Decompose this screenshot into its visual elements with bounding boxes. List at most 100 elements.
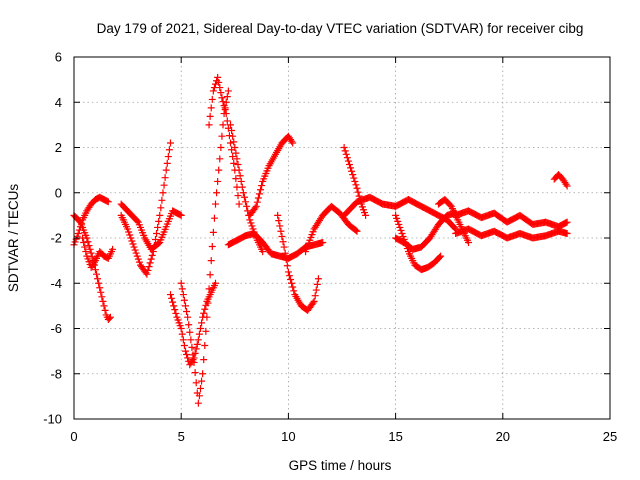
data-point <box>109 245 117 253</box>
series-c <box>79 234 117 271</box>
data-point <box>247 219 255 227</box>
data-point <box>99 297 107 305</box>
data-point <box>398 229 406 237</box>
data-point <box>232 175 240 183</box>
data-point <box>344 157 352 165</box>
data-point <box>287 275 295 283</box>
series-e <box>117 200 185 253</box>
data-point <box>310 297 318 305</box>
data-point <box>206 271 214 279</box>
x-tick-label: 25 <box>603 429 617 444</box>
data-point <box>395 220 403 228</box>
data-point <box>100 302 108 310</box>
data-point <box>394 217 402 225</box>
data-point <box>312 286 320 294</box>
data-point <box>84 238 92 246</box>
data-point <box>227 121 235 129</box>
y-tick-label: 0 <box>55 185 62 200</box>
data-point <box>187 336 195 344</box>
data-point <box>82 248 90 256</box>
y-tick-label: 2 <box>55 140 62 155</box>
data-point <box>183 351 191 359</box>
data-point <box>169 298 177 306</box>
data-point <box>258 182 266 190</box>
data-point <box>229 153 237 161</box>
data-point <box>165 146 173 154</box>
data-point <box>208 95 216 103</box>
data-point <box>127 234 135 242</box>
data-point <box>75 217 83 225</box>
data-point <box>192 345 200 353</box>
data-point <box>214 177 222 185</box>
data-point <box>203 313 211 321</box>
data-point <box>242 198 250 206</box>
data-point <box>133 252 141 260</box>
data-point <box>93 270 101 278</box>
data-point <box>144 266 152 274</box>
data-point <box>563 229 571 237</box>
series-s <box>452 207 571 231</box>
data-point <box>212 200 220 208</box>
y-tick-label: -8 <box>50 366 62 381</box>
data-point <box>88 253 96 261</box>
data-point <box>346 160 354 168</box>
data-point <box>233 155 241 163</box>
data-point <box>194 399 202 407</box>
data-point <box>145 263 153 271</box>
data-point <box>126 231 134 239</box>
data-point <box>101 306 109 314</box>
data-point <box>251 204 259 212</box>
data-point <box>216 155 224 163</box>
data-point <box>238 183 246 191</box>
data-point <box>350 174 358 182</box>
data-point <box>133 217 141 225</box>
data-point <box>80 239 88 247</box>
y-tick-label: -4 <box>50 276 62 291</box>
data-point <box>179 336 187 344</box>
data-point <box>215 166 223 174</box>
x-tick-label: 5 <box>178 429 185 444</box>
data-point <box>125 228 133 236</box>
data-point <box>231 144 239 151</box>
data-point <box>129 240 137 248</box>
data-point <box>218 94 226 102</box>
data-point <box>198 319 206 327</box>
data-point <box>178 330 186 338</box>
data-point <box>235 166 243 174</box>
data-point <box>343 154 351 162</box>
data-point <box>216 84 224 92</box>
data-point <box>436 253 444 261</box>
data-point <box>215 78 223 86</box>
data-point <box>178 285 186 293</box>
data-point <box>353 227 361 235</box>
data-point <box>106 313 114 321</box>
y-tick-label: -2 <box>50 231 62 246</box>
data-point <box>90 258 98 266</box>
data-point <box>124 225 132 233</box>
data-point <box>351 177 359 185</box>
data-point <box>229 132 237 140</box>
series-j <box>246 132 297 219</box>
data-point <box>280 243 288 251</box>
data-point <box>128 237 136 245</box>
data-point <box>180 296 188 304</box>
data-point <box>214 73 222 81</box>
data-point <box>191 369 199 377</box>
data-point <box>451 224 459 232</box>
series-h <box>205 73 243 208</box>
data-point <box>200 309 208 317</box>
data-point <box>180 341 188 349</box>
data-point <box>166 291 174 299</box>
x-tick-label: 10 <box>281 429 295 444</box>
data-point <box>219 121 227 129</box>
series-d <box>117 139 174 278</box>
data-point <box>354 188 362 196</box>
data-point <box>243 202 251 210</box>
data-point <box>230 138 238 146</box>
data-point <box>195 392 203 400</box>
data-point <box>148 251 156 259</box>
data-point <box>170 302 178 310</box>
data-point <box>232 149 240 157</box>
data-point <box>186 328 194 336</box>
